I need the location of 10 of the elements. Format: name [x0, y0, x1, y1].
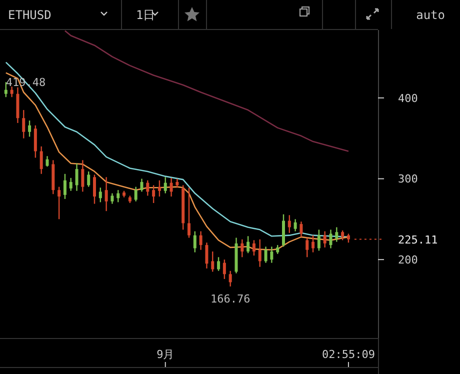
chart-title: ETHUSD	[8, 8, 52, 22]
x-tick-label: 9月	[156, 348, 174, 361]
text: auto	[416, 8, 445, 22]
y-tick-label: 400	[398, 92, 418, 105]
y-tick-label: 200	[398, 254, 418, 267]
x-tick-label: 02:55:09	[322, 348, 375, 361]
text: 1日	[136, 8, 156, 22]
annotation: 166.76	[210, 292, 250, 306]
y-tick-label: 300	[398, 172, 418, 186]
ref-line-label: 225.11	[398, 233, 438, 246]
